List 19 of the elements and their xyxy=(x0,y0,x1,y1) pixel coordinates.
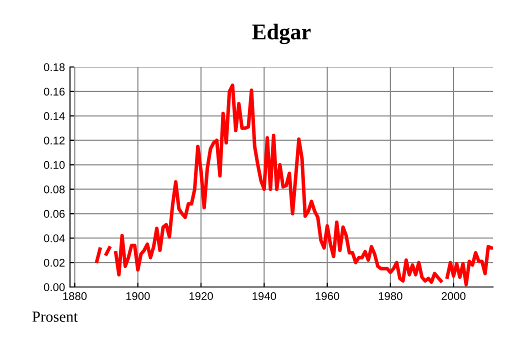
y-tick-label: 0.18 xyxy=(44,63,65,72)
y-tick-label: 0.06 xyxy=(44,210,65,218)
x-tick-label: 1900 xyxy=(126,292,150,300)
x-tick-label: 1940 xyxy=(252,292,276,300)
y-tick-label: 0.14 xyxy=(44,112,65,120)
chart-title: Edgar xyxy=(252,24,311,44)
x-tick-label: 2000 xyxy=(442,292,466,300)
x-tick-label: 1960 xyxy=(316,292,340,300)
y-tick-label: 0.10 xyxy=(44,161,65,169)
y-tick-label: 0.16 xyxy=(44,88,65,96)
y-tick-label: 0.02 xyxy=(44,258,65,267)
y-tick-label: 0.08 xyxy=(44,185,65,194)
y-tick-label: 0.04 xyxy=(44,234,65,242)
x-tick-label: 1920 xyxy=(189,292,213,300)
y-tick-label: 0.12 xyxy=(44,136,65,144)
x-tick-label: 1880 xyxy=(63,292,87,300)
y-axis-title: Prosent xyxy=(32,312,78,322)
y-tick-label: 0.00 xyxy=(44,283,65,292)
x-tick-label: 1980 xyxy=(378,292,402,300)
